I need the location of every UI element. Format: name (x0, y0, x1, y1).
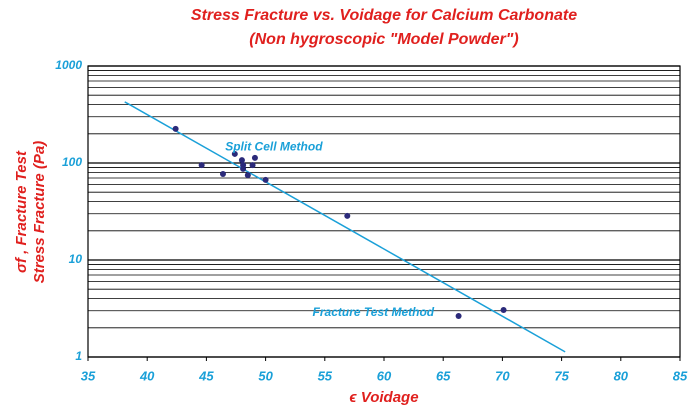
point (231, 150, 238, 157)
y-tick-label: 10 (69, 252, 83, 266)
x-tick-label: 70 (495, 368, 510, 383)
point (198, 162, 205, 169)
y-axis-label-line: Stress Fracture (Pa) (31, 141, 48, 284)
annotation: Fracture Test Method (313, 305, 435, 319)
point (238, 157, 245, 164)
point (172, 125, 179, 132)
x-tick-label: 85 (673, 368, 688, 383)
annotation: Split Cell Method (225, 140, 323, 154)
point (500, 307, 507, 314)
point (244, 172, 251, 179)
point (219, 171, 226, 178)
point (262, 176, 269, 183)
point (251, 154, 258, 161)
point (455, 312, 462, 319)
chart-subtitle: (Non hygroscopic "Model Powder") (249, 31, 518, 48)
x-tick-label: 80 (614, 368, 629, 383)
plot-frame (87, 65, 681, 358)
y-tick-label: 100 (62, 155, 82, 169)
x-tick-label: 40 (139, 368, 155, 383)
y-axis-label-line: σf , Fracture Test (13, 150, 30, 273)
fit-line (124, 101, 566, 353)
x-tick-label: 75 (554, 368, 569, 383)
y-tick-label: 1 (75, 349, 82, 363)
x-tick-label: 60 (377, 368, 392, 383)
point (240, 165, 247, 172)
x-tick-label: 65 (436, 368, 451, 383)
x-tick-label: 55 (318, 368, 333, 383)
x-tick-label: 50 (258, 368, 273, 383)
x-tick-label: 45 (198, 368, 214, 383)
chart-title: Stress Fracture vs. Voidage for Calcium … (191, 7, 577, 24)
x-tick-label: 35 (81, 368, 96, 383)
y-axis-label: σf , Fracture Test Stress Fracture (Pa) (13, 141, 48, 284)
y-tick-label: 1000 (55, 58, 82, 72)
point (249, 162, 256, 169)
x-axis-label: ϵ Voidage (349, 389, 418, 406)
point (344, 212, 351, 219)
